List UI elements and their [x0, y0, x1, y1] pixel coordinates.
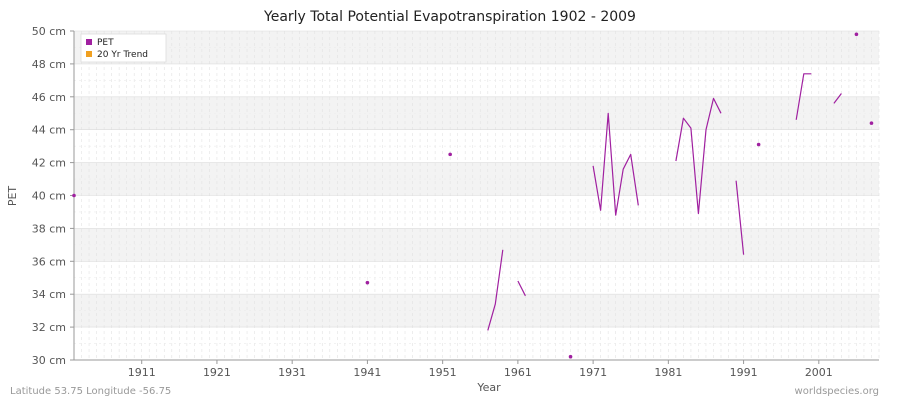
- y-tick-labels: 30 cm 32 cm 34 cm 36 cm 38 cm 40 cm 42 cm 44 cm…: [32, 25, 74, 367]
- pet-line-segment: [795, 73, 812, 120]
- pet-line-segment: [517, 280, 526, 297]
- x-tick-label: 1941: [353, 366, 381, 379]
- pet-line-segment: [675, 97, 722, 215]
- y-tick-label: 38 cm: [32, 222, 66, 235]
- y-tick-label: 32 cm: [32, 321, 66, 334]
- x-tick-label: 1911: [128, 366, 156, 379]
- y-tick-label: 46 cm: [32, 91, 66, 104]
- horizontal-grid: [74, 30, 879, 361]
- footer-coordinates: Latitude 53.75 Longitude -56.75: [10, 386, 171, 397]
- x-tick-labels: 1911 1921 1931 1941 1951 1961 1971 1981 1991 2001: [128, 360, 833, 379]
- pet-data-point: [448, 152, 452, 157]
- x-tick-label: 1971: [579, 366, 607, 379]
- y-tick-label: 48 cm: [32, 58, 66, 71]
- y-tick-label: 44 cm: [32, 124, 66, 137]
- footer-source: worldspecies.org: [795, 386, 879, 397]
- x-tick-label: 2001: [805, 366, 833, 379]
- x-tick-label: 1981: [654, 366, 682, 379]
- legend-swatch-trend: [86, 51, 92, 57]
- chart-title: Yearly Total Potential Evapotranspiratio…: [263, 9, 636, 25]
- legend-label-pet: PET: [97, 38, 114, 48]
- y-tick-label: 50 cm: [32, 25, 66, 38]
- x-tick-label: 1961: [504, 366, 532, 379]
- pet-line-segment: [833, 93, 842, 104]
- pet-data-point: [756, 142, 761, 147]
- y-tick-label: 30 cm: [32, 354, 66, 367]
- y-axis-label: PET: [6, 186, 19, 207]
- pet-series-points: [72, 32, 874, 359]
- legend: PET 20 Yr Trend: [80, 33, 167, 63]
- y-tick-label: 34 cm: [32, 288, 66, 301]
- y-tick-label: 42 cm: [32, 157, 66, 170]
- pet-data-point: [365, 280, 370, 285]
- x-tick-label: 1921: [203, 366, 231, 379]
- x-tick-label: 1951: [429, 366, 457, 379]
- x-tick-label: 1931: [278, 366, 306, 379]
- pet-series-lines: [487, 73, 842, 331]
- pet-line-segment: [592, 112, 639, 216]
- pet-line-segment: [487, 249, 504, 331]
- legend-swatch-pet: [86, 39, 92, 45]
- y-tick-label: 40 cm: [32, 190, 66, 203]
- pet-data-point: [869, 121, 874, 125]
- legend-box: [80, 33, 167, 63]
- x-axis-label: Year: [476, 381, 501, 394]
- legend-label-trend: 20 Yr Trend: [97, 50, 148, 60]
- pet-line-segment: [735, 180, 745, 255]
- x-tick-label: 1991: [730, 366, 758, 379]
- pet-data-point: [568, 354, 573, 359]
- y-tick-label: 36 cm: [32, 255, 66, 268]
- pet-data-point: [72, 193, 76, 198]
- pet-data-point: [854, 32, 859, 37]
